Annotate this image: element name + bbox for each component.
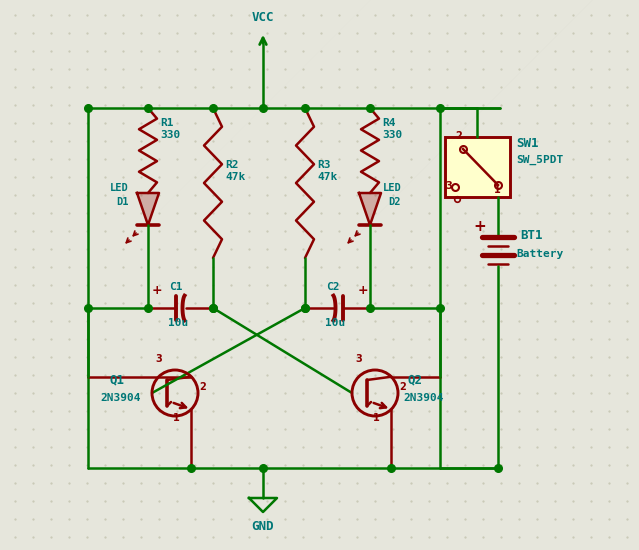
Text: 2N3904: 2N3904 — [403, 393, 443, 403]
Text: LED: LED — [383, 183, 402, 193]
Text: SW_5PDT: SW_5PDT — [516, 155, 563, 165]
Text: Battery: Battery — [516, 249, 563, 259]
Text: +: + — [152, 284, 162, 297]
Text: +: + — [358, 284, 369, 297]
Text: R4: R4 — [382, 118, 396, 128]
Text: 3: 3 — [445, 181, 452, 191]
Text: C2: C2 — [326, 282, 339, 292]
Text: D1: D1 — [116, 197, 128, 207]
Text: 47k: 47k — [317, 172, 337, 182]
Text: 330: 330 — [160, 130, 180, 140]
Text: 3: 3 — [355, 354, 362, 364]
Text: 2: 2 — [199, 382, 206, 392]
Text: 1: 1 — [494, 185, 501, 195]
Text: LED: LED — [110, 183, 128, 193]
Text: GND: GND — [252, 520, 274, 533]
Text: R3: R3 — [317, 160, 330, 170]
Text: D2: D2 — [388, 197, 401, 207]
Text: BT1: BT1 — [520, 229, 543, 242]
Text: 10u: 10u — [168, 318, 189, 328]
Text: Q1: Q1 — [110, 373, 125, 386]
Text: +: + — [473, 219, 486, 234]
Text: 10u: 10u — [325, 318, 346, 328]
FancyBboxPatch shape — [445, 137, 510, 197]
Text: 1: 1 — [173, 413, 180, 423]
Text: 47k: 47k — [225, 172, 245, 182]
Polygon shape — [359, 193, 381, 225]
Text: SW1: SW1 — [516, 137, 539, 150]
Polygon shape — [137, 193, 159, 225]
Text: 1: 1 — [373, 413, 380, 423]
Text: 2N3904: 2N3904 — [100, 393, 141, 403]
Text: VCC: VCC — [252, 11, 274, 24]
Text: Q2: Q2 — [407, 373, 422, 386]
Text: C1: C1 — [169, 282, 182, 292]
Text: 330: 330 — [382, 130, 402, 140]
Text: 3: 3 — [155, 354, 162, 364]
Text: R2: R2 — [225, 160, 238, 170]
Text: 2: 2 — [455, 131, 462, 141]
Text: R1: R1 — [160, 118, 174, 128]
Text: 2: 2 — [399, 382, 406, 392]
